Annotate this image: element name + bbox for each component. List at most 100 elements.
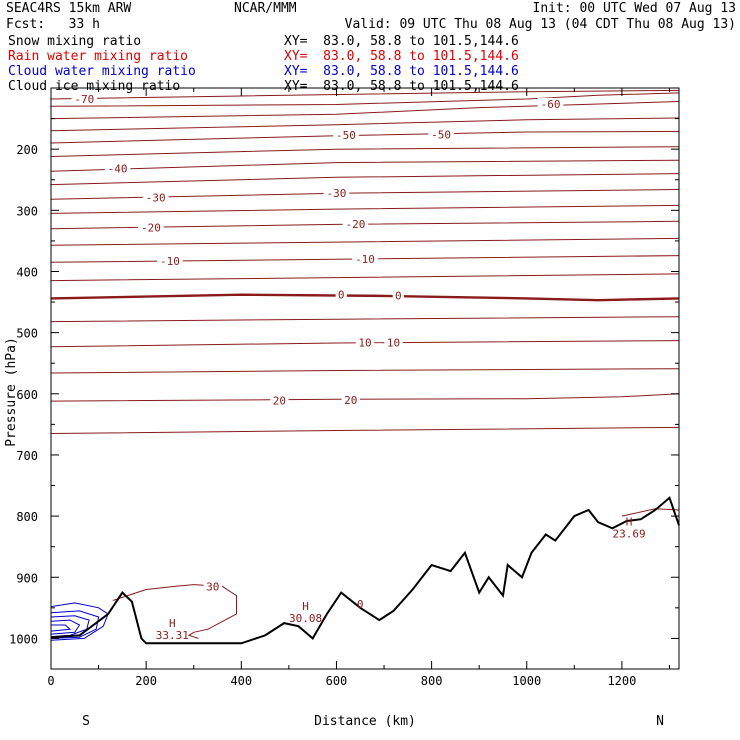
high-value-0: 33.31: [156, 629, 189, 642]
cloud-water-contour-3: [50, 619, 81, 635]
isotherm-label-20-0: 20: [273, 395, 286, 408]
x-tick-label-1000: 1000: [512, 674, 541, 688]
field-cloud-ice-xy: XY= 83.0, 58.8 to 101.5,144.6: [284, 79, 519, 94]
isotherm-label-10-0: 10: [358, 336, 371, 349]
isotherm-label--40-0-bg: [104, 162, 131, 175]
isotherm-label--70-0: -70: [74, 93, 94, 106]
isotherm-10: [50, 340, 680, 348]
field-rain-xy: XY= 83.0, 58.8 to 101.5,144.6: [284, 49, 519, 64]
isotherm--65: [50, 92, 680, 107]
org-label: NCAR/MMM: [234, 1, 297, 16]
isotherm-label--50-0-bg: [333, 129, 359, 142]
isotherm-label--20-0-bg: [138, 221, 164, 234]
isotherm--10: [50, 255, 680, 263]
field-rain-name: Rain water mixing ratio: [8, 49, 189, 64]
model-title: SEAC4RS 15km ARW: [6, 1, 132, 16]
field-cloud-ice-name: Cloud ice mixing ratio: [8, 79, 181, 94]
isotherm-label--10-0-bg: [157, 255, 183, 268]
isotherm-extra-label-0-0: 30: [206, 580, 219, 593]
isotherm-label-0-0: 0: [338, 289, 345, 302]
x-tick-label-1200: 1200: [607, 674, 636, 688]
isotherm-label--50-1-bg: [428, 128, 454, 141]
x-tick-label-0: 0: [47, 674, 54, 688]
x-end-label-left: S: [82, 714, 90, 729]
isotherm-label-0-1: 0: [395, 289, 402, 302]
isotherm--45: [50, 146, 680, 157]
isotherm-5: [50, 316, 680, 323]
x-tick-label-200: 200: [135, 674, 157, 688]
isotherm-label-20-1: 20: [344, 394, 357, 407]
y-tick-label-900: 900: [16, 571, 38, 585]
isotherm--50: [50, 130, 680, 144]
isotherm-extra-label-0-0-bg: [203, 580, 222, 593]
isotherm--70: [50, 89, 680, 100]
isotherm-label--30-1-bg: [323, 187, 350, 200]
isotherm-label--10-0: -10: [160, 255, 180, 268]
isotherm-20: [50, 393, 680, 402]
isotherm-extra-0: [112, 584, 237, 639]
isotherm--60: [50, 101, 680, 120]
isotherm--5: [50, 273, 680, 282]
isotherm-label--60-0-bg: [537, 97, 564, 110]
terrain-profile: [50, 496, 680, 645]
y-tick-label-800: 800: [16, 510, 38, 524]
isotherm-label-0-0-bg: [335, 288, 347, 301]
x-tick-label-600: 600: [326, 674, 348, 688]
isotherm-label--60-0: -60: [541, 98, 561, 111]
init-time: Init: 00 UTC Wed 07 Aug 13: [532, 1, 737, 16]
isotherm-label-0-1-bg: [392, 289, 404, 302]
isotherm-label--30-0: -30: [146, 191, 166, 204]
isotherm-label--20-1: -20: [346, 218, 366, 231]
y-tick-label-200: 200: [16, 143, 38, 157]
high-marker-1: H: [302, 600, 309, 613]
y-tick-label-700: 700: [16, 449, 38, 463]
isotherm-label-10-1-bg: [384, 336, 403, 349]
y-tick-label-1000: 1000: [9, 632, 38, 646]
isotherm-15: [50, 368, 680, 374]
isotherm-25: [50, 426, 680, 434]
field-cloud-water-name: Cloud water mixing ratio: [8, 64, 196, 79]
isotherm-label-10-0-bg: [355, 336, 375, 349]
y-tick-label-600: 600: [16, 388, 38, 402]
x-axis-title: Distance (km): [314, 714, 416, 729]
isotherm-label--30-1: -30: [327, 187, 347, 200]
valid-time: Valid: 09 UTC Thu 08 Aug 13 (04 CDT Thu …: [344, 17, 736, 32]
y-tick-label-300: 300: [16, 204, 38, 218]
y-tick-label-500: 500: [16, 327, 38, 341]
field-snow-xy: XY= 83.0, 58.8 to 101.5,144.6: [284, 34, 519, 49]
isotherm-label-10-1: 10: [387, 336, 400, 349]
isotherm--55: [50, 117, 680, 132]
isotherm-0: [50, 293, 680, 302]
isotherm-label--20-1-bg: [342, 217, 369, 230]
isotherm-label--10-1-bg: [352, 253, 378, 266]
isotherm-label-20-0-bg: [270, 394, 289, 407]
isotherm--35: [50, 173, 680, 186]
isotherm-label--10-1: -10: [355, 253, 375, 266]
isotherm-label-20-1-bg: [341, 393, 360, 406]
isotherm-label--20-0: -20: [141, 221, 161, 234]
isotherm-label--50-0: -50: [336, 129, 356, 142]
contour-annotation-3: 0: [357, 598, 364, 611]
x-tick-label-400: 400: [230, 674, 252, 688]
isotherm--40: [50, 159, 680, 172]
high-value-2: 23.69: [612, 528, 645, 541]
isotherm-label--70-0-bg: [71, 93, 98, 106]
isotherm--15: [50, 237, 680, 246]
high-value-1: 30.08: [289, 612, 322, 625]
field-cloud-water-xy: XY= 83.0, 58.8 to 101.5,144.6: [284, 64, 519, 79]
isotherm-label--40-0: -40: [108, 163, 128, 176]
cloud-water-contour-4: [50, 624, 72, 632]
plot-frame: [50, 87, 680, 670]
x-tick-label-800: 800: [421, 674, 443, 688]
field-snow-name: Snow mixing ratio: [8, 34, 142, 49]
forecast-hour: Fcst: 33 h: [6, 17, 100, 32]
high-marker-0: H: [169, 617, 176, 630]
high-marker-2: H: [626, 516, 633, 529]
isotherm-label--30-0-bg: [142, 191, 169, 204]
isotherm--25: [50, 204, 680, 214]
y-tick-label-400: 400: [16, 265, 38, 279]
isotherm-label--50-1: -50: [431, 128, 451, 141]
x-end-label-right: N: [656, 714, 664, 729]
y-axis-title: Pressure (hPa): [4, 337, 19, 447]
